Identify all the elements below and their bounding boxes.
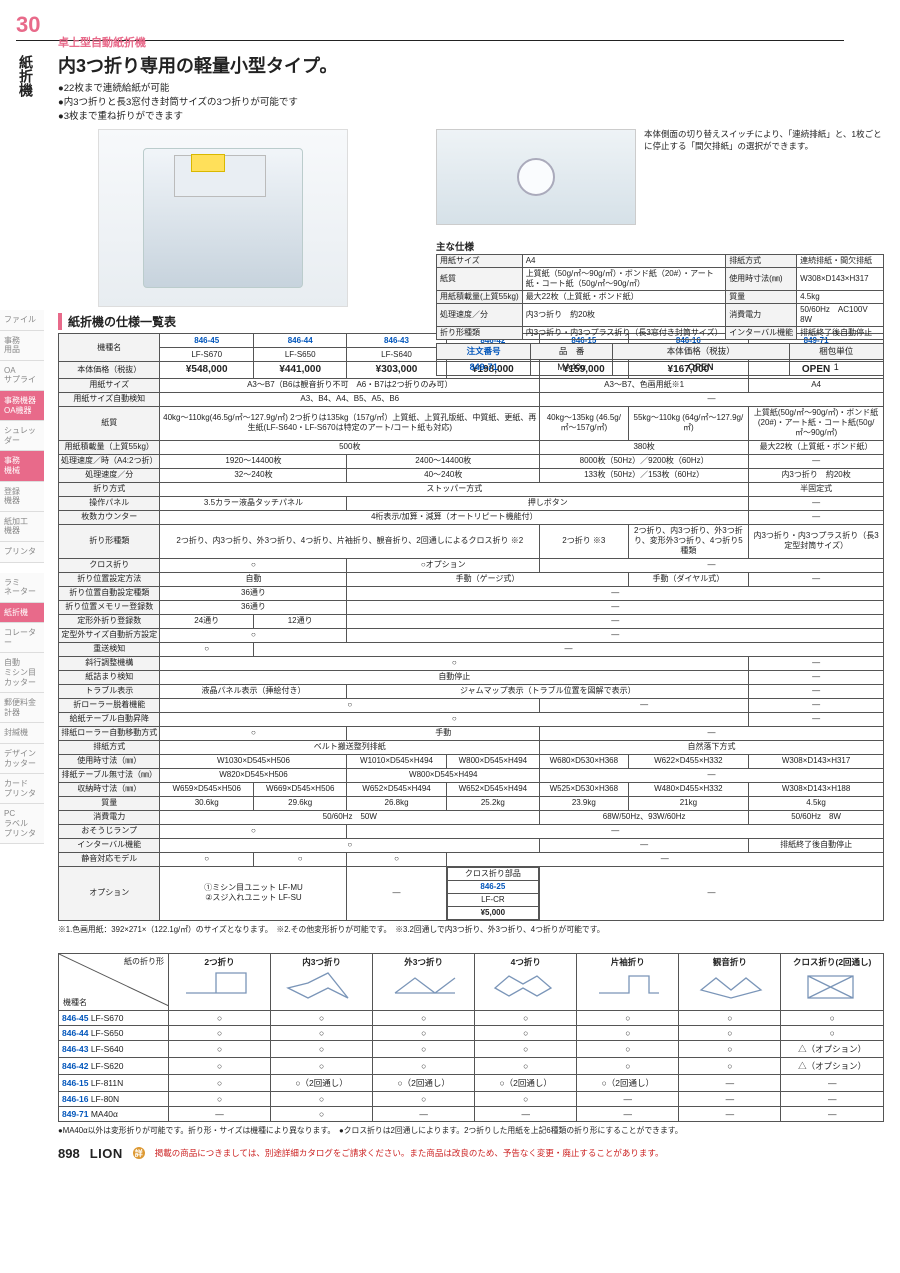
sidebar-tab[interactable]: 自動ミシン目カッター <box>0 653 44 693</box>
fold-table: 紙の折り形機種名2つ折り内3つ折り外3つ折り4つ折り片袖折り観音折りクロス折り(… <box>58 953 884 1122</box>
bullet: 内3つ折りと長3窓付き封筒サイズの3つ折りが可能です <box>58 96 884 110</box>
sidebar: ファイル事務用品OAサプライ事務機器OA機器シュレッダー事務機械登録機器紙加工機… <box>0 310 44 844</box>
info-icon: 詳 <box>133 1147 145 1159</box>
hero: 本体側面の切り替えスイッチにより、「連続排紙」と、1枚ごとに停止する「間欠排紙」… <box>58 129 884 309</box>
spec-mini: 主な仕様 用紙サイズA4排紙方式連続排紙・間欠排紙紙質上質紙（50g/㎡〜90g… <box>436 239 884 376</box>
bullet: 22枚まで連続給紙が可能 <box>58 82 884 96</box>
sidebar-tab[interactable]: 登録機器 <box>0 482 44 512</box>
hero-caption: 本体側面の切り替えスイッチにより、「連続排紙」と、1枚ごとに停止する「間欠排紙」… <box>644 129 884 152</box>
sidebar-tab[interactable]: 郵便料金計器 <box>0 693 44 723</box>
fold-note: ●MA40α以外は変形折りが可能です。折り形・サイズは機種により異なります。 ●… <box>58 1125 884 1136</box>
sidebar-tab[interactable]: 事務用品 <box>0 331 44 361</box>
sidebar-tab[interactable]: コレーター <box>0 623 44 653</box>
spec-head: 主な仕様 <box>436 239 884 253</box>
sidebar-tab[interactable]: 事務機器OA機器 <box>0 391 44 421</box>
sidebar-tab[interactable]: 封緘機 <box>0 723 44 744</box>
spec-table: 機種名846-45846-44846-43846-42846-15846-168… <box>58 333 884 921</box>
sidebar-tab[interactable]: ファイル <box>0 310 44 331</box>
sidebar-tab[interactable]: シュレッダー <box>0 421 44 451</box>
category-vertical: 紙折機 <box>16 55 36 97</box>
product-photo <box>98 129 348 307</box>
title: 内3つ折り専用の軽量小型タイプ。 <box>58 52 884 78</box>
big-note: ※1.色画用紙：392×271×（122.1g/㎡）のサイズとなります。 ※2.… <box>58 924 884 935</box>
fold-section: 紙の折り形機種名2つ折り内3つ折り外3つ折り4つ折り片袖折り観音折りクロス折り(… <box>58 953 884 1136</box>
footer-logo: LION <box>90 1146 123 1161</box>
subhead: 卓上型自動紙折機 <box>58 34 884 50</box>
sidebar-tab[interactable]: 紙加工機器 <box>0 512 44 542</box>
sidebar-tab[interactable]: カードプリンタ <box>0 774 44 804</box>
sidebar-tab[interactable]: 紙折機 <box>0 603 44 624</box>
detail-photo <box>436 129 636 225</box>
footer-page: 898 <box>58 1146 80 1161</box>
order-table: 注文番号品 番本体価格（税抜）梱包単位849-71MA40αOPEN1 <box>436 343 884 376</box>
sidebar-tab[interactable]: デザインカッター <box>0 744 44 774</box>
sidebar-tab[interactable]: 事務機械 <box>0 451 44 481</box>
bullet: 3枚まで重ね折りができます <box>58 110 884 124</box>
sidebar-tab[interactable]: OAサプライ <box>0 361 44 391</box>
page-number-top: 30 <box>16 12 40 38</box>
spec-mini-table: 用紙サイズA4排紙方式連続排紙・間欠排紙紙質上質紙（50g/㎡〜90g/㎡）・ボ… <box>436 254 884 340</box>
footer-text: 掲載の商品につきましては、別途詳細カタログをご請求ください。また商品は改良のため… <box>155 1147 664 1159</box>
footer: 898 LION 詳 掲載の商品につきましては、別途詳細カタログをご請求ください… <box>58 1146 884 1161</box>
bullets: 22枚まで連続給紙が可能内3つ折りと長3窓付き封筒サイズの3つ折りが可能です3枚… <box>58 82 884 123</box>
sidebar-tab[interactable]: ラミネーター <box>0 573 44 603</box>
sidebar-tab[interactable]: プリンタ <box>0 542 44 563</box>
sidebar-tab[interactable]: PCラベルプリンタ <box>0 804 44 844</box>
